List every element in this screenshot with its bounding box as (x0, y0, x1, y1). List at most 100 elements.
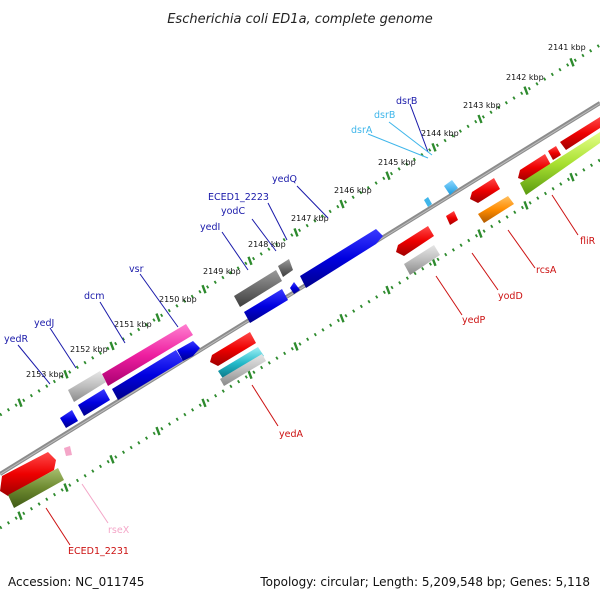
major-tick (247, 256, 253, 266)
gene-label-dsrA[interactable]: dsrA (351, 125, 373, 136)
gene-rcsA (478, 196, 514, 223)
gene-rcsA-red (470, 178, 500, 203)
major-tick (17, 398, 23, 408)
gene-dsrB (444, 180, 458, 195)
gene-yedP-red (396, 226, 434, 256)
leader-lines (17, 103, 579, 546)
gene-yedA (220, 354, 266, 386)
gene-label-dsrB[interactable]: dsrB (396, 96, 417, 107)
major-tick (201, 398, 207, 408)
gene-yedI (244, 289, 288, 323)
gene-label-yodC[interactable]: yodC (221, 206, 245, 217)
major-tick (63, 483, 69, 492)
gene-yedI-gray (234, 270, 282, 307)
major-tick (431, 142, 437, 152)
kbp-label: 2147 kbp (291, 214, 329, 223)
gene-label-rcsA[interactable]: rcsA (536, 265, 557, 276)
gene-label-fliR[interactable]: fliR (580, 236, 596, 247)
leader-line-yedA (251, 384, 279, 427)
major-tick (523, 86, 529, 96)
major-tick (477, 229, 483, 239)
gene-yedJ-2 (78, 389, 110, 416)
kbp-label: 2148 kbp (248, 240, 286, 249)
leader-line-dsrB (409, 103, 429, 153)
gene-label-ECED1-2231[interactable]: ECED1_2231 (68, 546, 129, 557)
leader-line-rseX (81, 483, 109, 524)
gene-label-yedA[interactable]: yedA (279, 429, 303, 440)
kbp-label: 2152 kbp (70, 345, 108, 354)
gene-yedA-red (210, 332, 256, 366)
gene-yedR (60, 410, 78, 428)
kbp-label: 2146 kbp (334, 186, 372, 195)
kbp-label: 2141 kbp (548, 43, 586, 52)
gene-label-dcm[interactable]: dcm (84, 291, 105, 302)
major-tick (339, 199, 345, 209)
kbp-ruler: 2141 kbp 2142 kbp 2143 kbp 2144 kbp 2145… (26, 43, 586, 379)
map-title: Escherichia coli ED1a, complete genome (167, 12, 433, 27)
major-tick (477, 114, 483, 124)
gene-yedA-cyan (218, 347, 264, 380)
major-tick (293, 342, 299, 351)
kbp-label: 2142 kbp (506, 73, 544, 82)
gene-yedP (404, 245, 440, 275)
gene-vsr (102, 324, 193, 386)
plus-strand-genes (60, 180, 458, 428)
gene-label-yedP[interactable]: yedP (462, 315, 485, 326)
genome-summary-text: Topology: circular; Length: 5,209,548 bp… (259, 575, 590, 589)
major-tick (63, 369, 69, 379)
major-tick (109, 341, 115, 351)
gene-label-dsrB-2[interactable]: dsrB (374, 110, 395, 121)
kbp-label: 2143 kbp (463, 101, 501, 110)
gene-label-yodD[interactable]: yodD (498, 291, 523, 302)
gene-label-yedI[interactable]: yedI (200, 222, 220, 233)
gene-ECED1-2230 (0, 452, 56, 496)
major-tick (109, 454, 115, 464)
gene-yodD (446, 211, 458, 225)
leader-line-yedI (221, 231, 249, 271)
gene-fliR-3 (560, 117, 600, 150)
gene-dcm (112, 350, 183, 400)
leader-line-yodC (251, 218, 277, 252)
gene-fliR-2 (548, 146, 561, 160)
inner-tick-track (0, 158, 600, 530)
gene-fliR-1 (518, 154, 551, 181)
gene-label-yedJ[interactable]: yedJ (34, 318, 54, 329)
leader-line-vsr (139, 273, 179, 328)
major-tick (385, 285, 391, 295)
gene-label-ECED1-2223[interactable]: ECED1_2223 (208, 192, 269, 203)
minus-strand-genes (0, 117, 600, 508)
major-tick (339, 313, 345, 323)
major-tick (293, 228, 299, 237)
gene-label-yedR[interactable]: yedR (4, 334, 28, 345)
gene-dsrA (424, 197, 432, 207)
leader-line-dcm (99, 301, 126, 344)
gene-dcm-tip (177, 341, 200, 361)
kbp-label: 2149 kbp (203, 267, 241, 276)
leader-line-yedJ (49, 327, 77, 369)
accession-text: Accession: NC_011745 (8, 575, 144, 589)
major-tick (569, 57, 575, 67)
major-tick (155, 426, 161, 436)
major-tick (17, 511, 23, 521)
gene-yedQ (300, 229, 383, 288)
gene-ECED1-2231 (8, 468, 64, 508)
major-tick (523, 200, 529, 210)
major-ticks (17, 57, 575, 521)
gene-label-rseX[interactable]: rseX (108, 525, 130, 536)
gene-label-vsr[interactable]: vsr (129, 264, 144, 275)
kbp-label: 2145 kbp (378, 158, 416, 167)
kbp-label: 2144 kbp (421, 129, 459, 138)
major-tick (201, 284, 207, 294)
major-tick (385, 171, 391, 181)
leader-line-rcsA (507, 229, 536, 269)
major-tick (247, 370, 253, 380)
leader-line-yedR (17, 344, 51, 385)
gene-label-yedQ[interactable]: yedQ (272, 174, 297, 185)
kbp-label: 2151 kbp (114, 320, 152, 329)
gene-ECED1-2223 (278, 259, 293, 277)
leader-line-yodD (471, 252, 499, 291)
leader-line-yedP (435, 275, 463, 316)
leader-line-yedQ (296, 185, 329, 219)
kbp-label: 2153 kbp (26, 370, 64, 379)
